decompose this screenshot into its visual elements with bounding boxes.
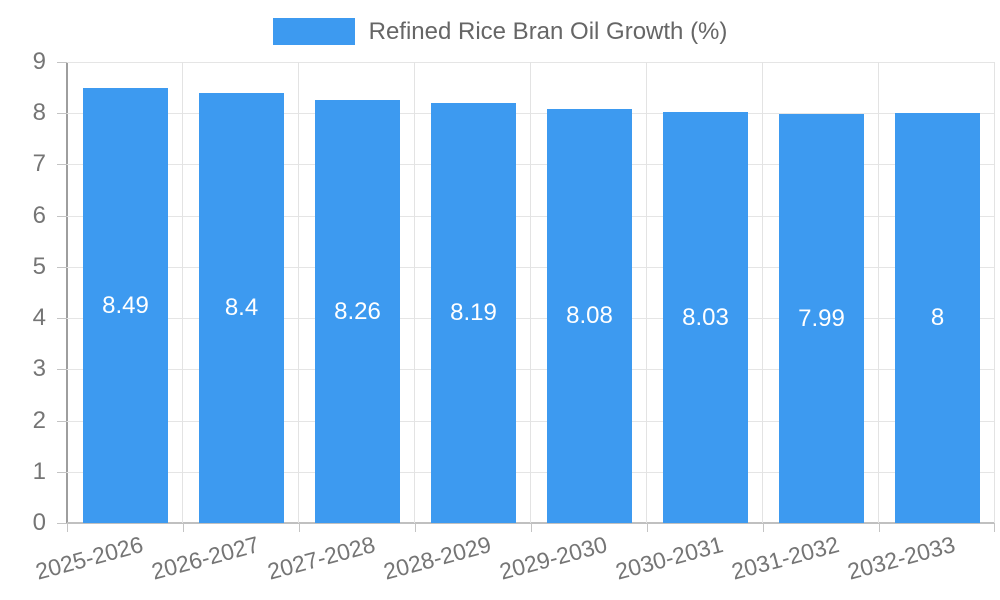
x-tick-label: 2026-2027 <box>148 531 262 585</box>
y-tick-label: 3 <box>32 355 46 383</box>
y-axis-tick <box>57 215 67 217</box>
y-tick-label: 9 <box>32 48 46 75</box>
gridline-h <box>67 215 995 217</box>
bar: 8.19 <box>431 103 516 523</box>
gridline-h <box>67 369 995 371</box>
y-axis-tick <box>57 318 67 320</box>
gridline-v <box>994 62 995 523</box>
y-axis-tick <box>57 164 67 166</box>
bar: 8.03 <box>663 112 748 523</box>
x-tick-label: 2027-2028 <box>264 531 378 585</box>
x-axis-tick <box>183 523 184 532</box>
gridline-h <box>67 318 995 320</box>
bar-value-label: 8.4 <box>224 294 259 321</box>
gridline-v <box>878 62 879 523</box>
bar: 8.4 <box>199 93 284 523</box>
x-axis-tick <box>879 523 880 532</box>
gridline-h <box>67 420 995 422</box>
legend-label: Refined Rice Bran Oil Growth (%) <box>368 17 728 45</box>
gridline-h <box>67 113 995 115</box>
y-tick-label: 1 <box>32 457 46 485</box>
bar-value-label: 8.49 <box>102 291 149 319</box>
x-tick-label: 2028-2029 <box>380 531 494 585</box>
y-axis-tick <box>57 471 67 473</box>
x-tick-label: 2025-2026 <box>32 531 146 585</box>
gridline-h <box>67 164 995 166</box>
gridline-h <box>67 471 995 473</box>
gridline-v <box>530 62 531 523</box>
y-tick-label: 7 <box>32 150 46 178</box>
y-axis-tick <box>57 369 67 371</box>
plot-area: 8.49 8.4 8.26 8.19 8.08 8.03 7.99 8 <box>67 62 995 524</box>
y-axis-tick <box>57 523 67 524</box>
gridline-v <box>298 62 299 523</box>
y-tick-label: 0 <box>32 509 46 536</box>
x-axis-tick <box>531 523 532 532</box>
bar-value-label: 8 <box>930 304 945 331</box>
gridline-v <box>762 62 763 523</box>
bar-value-label: 8.19 <box>450 299 497 326</box>
y-axis-tick <box>57 113 67 115</box>
y-tick-label: 4 <box>32 304 46 332</box>
x-axis-tick <box>647 523 648 532</box>
y-axis-tick <box>57 266 67 268</box>
x-tick-label: 2031-2032 <box>728 531 842 585</box>
x-tick-label: 2030-2031 <box>612 531 726 585</box>
x-axis-tick <box>299 523 300 532</box>
x-axis-tick <box>994 523 995 532</box>
y-tick-label: 8 <box>32 99 46 127</box>
legend[interactable]: Refined Rice Bran Oil Growth (%) <box>0 14 1000 48</box>
gridline-h <box>67 266 995 268</box>
y-tick-label: 5 <box>32 252 46 280</box>
y-tick-label: 2 <box>32 406 46 434</box>
gridline-v <box>646 62 647 523</box>
y-axis-tick <box>57 420 67 422</box>
x-axis-tick <box>415 523 416 532</box>
x-tick-label: 2029-2030 <box>496 531 610 585</box>
bar: 8.26 <box>315 100 400 523</box>
bar-value-label: 8.08 <box>566 302 613 329</box>
y-tick-label: 6 <box>32 201 46 229</box>
x-tick-label: 2032-2033 <box>844 531 958 585</box>
legend-swatch <box>272 17 355 45</box>
y-axis-tick <box>57 62 67 63</box>
bar: 7.99 <box>779 114 864 523</box>
gridline-v <box>182 62 183 523</box>
bar-value-label: 8.03 <box>682 303 729 331</box>
bar: 8.08 <box>547 109 632 523</box>
bar: 8.49 <box>83 88 168 523</box>
bar-value-label: 8.26 <box>334 297 381 325</box>
x-axis-tick <box>67 523 68 532</box>
bar-value-label: 7.99 <box>798 304 845 332</box>
x-axis-tick <box>763 523 764 532</box>
gridline-h <box>67 62 995 63</box>
gridline-v <box>414 62 415 523</box>
y-axis-line <box>66 62 68 523</box>
bar: 8 <box>895 113 980 523</box>
